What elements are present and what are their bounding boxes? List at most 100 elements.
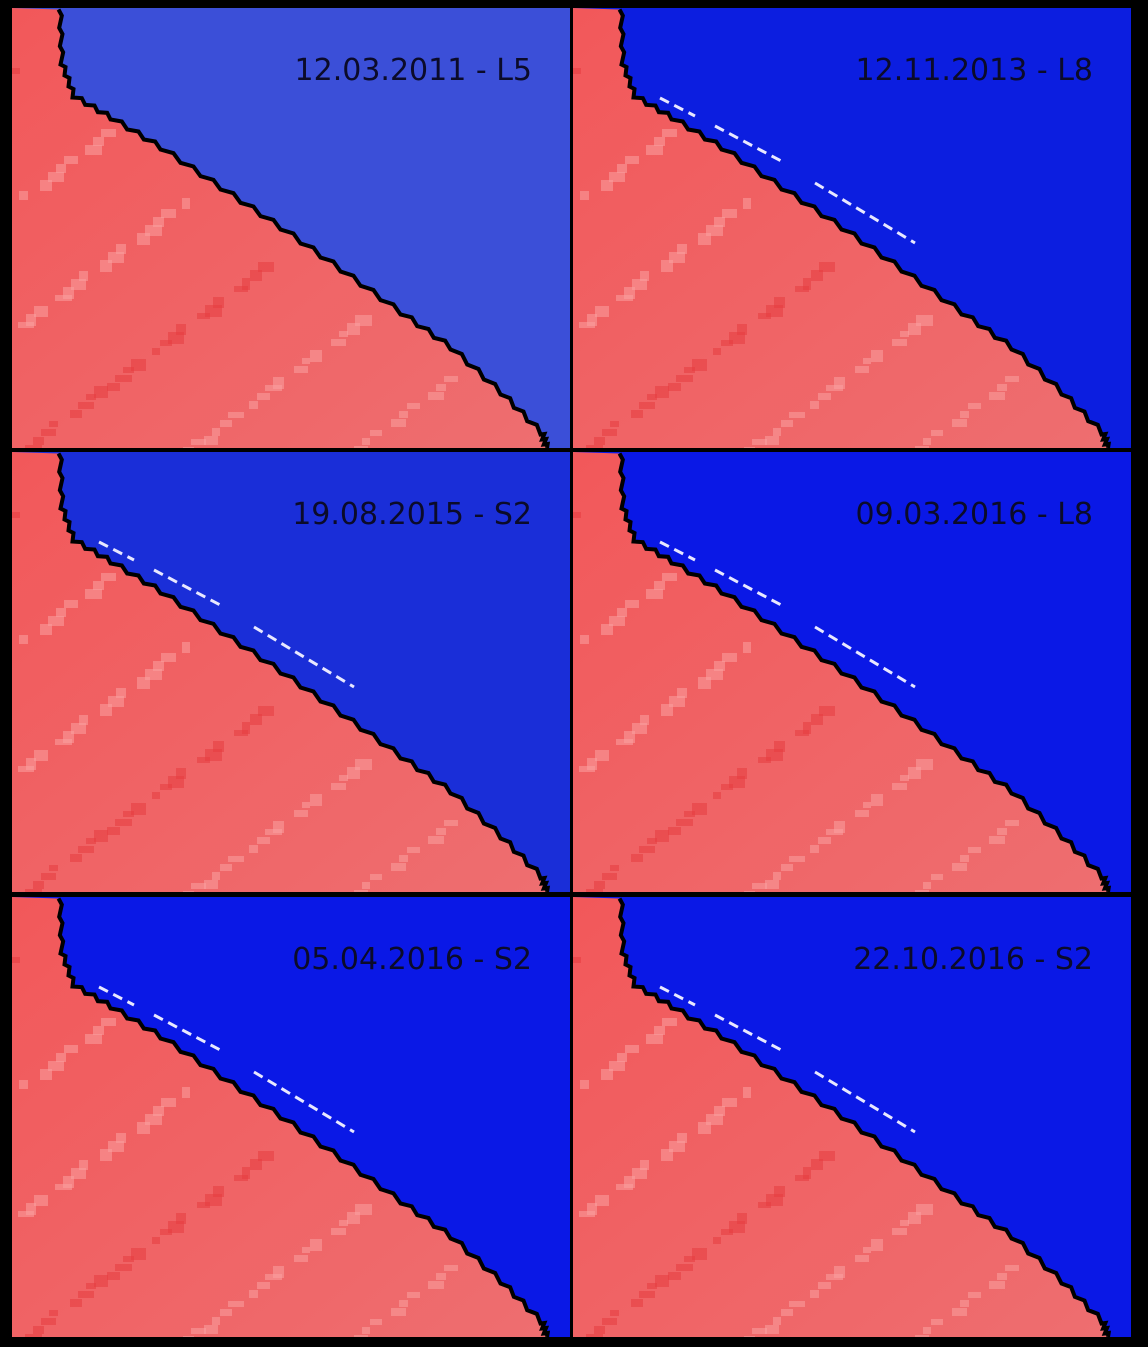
- urban-block: [573, 68, 581, 74]
- urban-block: [1005, 376, 1019, 382]
- urban-block: [64, 1045, 78, 1053]
- urban-block: [257, 1282, 270, 1289]
- urban-block: [391, 419, 406, 427]
- urban-block: [85, 1034, 102, 1044]
- urban-block: [107, 1272, 120, 1280]
- urban-block: [773, 872, 781, 880]
- urban-block: [161, 653, 176, 662]
- urban-block: [743, 1087, 751, 1098]
- urban-block: [183, 447, 194, 448]
- satellite-panel: 12.03.2011 - L5: [12, 8, 570, 448]
- urban-block: [722, 653, 737, 662]
- urban-block: [182, 1087, 190, 1098]
- urban-block: [78, 846, 94, 853]
- urban-block: [436, 828, 446, 835]
- urban-block: [160, 784, 172, 790]
- urban-block: [765, 436, 779, 445]
- urban-block: [594, 881, 605, 889]
- urban-block: [573, 957, 581, 963]
- urban-block: [789, 412, 805, 418]
- urban-block: [810, 401, 819, 409]
- urban-block: [70, 410, 82, 418]
- urban-block: [668, 827, 681, 835]
- urban-block: [758, 313, 771, 319]
- figure: 12.03.2011 - L512.11.2013 - L819.08.2015…: [0, 0, 1148, 1347]
- urban-block: [952, 863, 967, 871]
- urban-block: [602, 1318, 617, 1325]
- urban-block: [331, 783, 346, 790]
- urban-block: [444, 376, 458, 382]
- urban-block: [161, 1098, 176, 1107]
- urban-block: [811, 270, 823, 281]
- urban-block: [602, 873, 617, 880]
- urban-block: [339, 775, 348, 781]
- urban-block: [436, 1273, 446, 1280]
- urban-block: [160, 1229, 172, 1235]
- urban-block: [601, 1069, 613, 1080]
- satellite-panel: 22.10.2016 - S2: [573, 897, 1131, 1337]
- urban-block: [302, 1247, 310, 1253]
- urban-block: [968, 403, 981, 409]
- urban-block: [354, 890, 368, 892]
- urban-block: [722, 209, 737, 218]
- urban-block: [795, 730, 809, 736]
- urban-block: [758, 757, 771, 763]
- urban-block: [915, 446, 929, 448]
- urban-block: [33, 437, 44, 445]
- urban-block: [100, 1149, 112, 1161]
- urban-block: [795, 1175, 809, 1181]
- panel-label: 12.03.2011 - L5: [295, 53, 532, 88]
- urban-block: [863, 358, 871, 364]
- urban-block: [56, 1053, 66, 1062]
- urban-block: [204, 880, 218, 889]
- urban-block: [826, 1274, 843, 1280]
- urban-block: [19, 635, 28, 644]
- urban-block: [55, 739, 72, 745]
- urban-block: [49, 421, 58, 427]
- urban-block: [871, 350, 883, 362]
- urban-block: [85, 589, 102, 599]
- urban-block: [204, 1325, 218, 1334]
- urban-block: [428, 1281, 444, 1289]
- urban-block: [610, 1310, 619, 1316]
- urban-block: [399, 411, 408, 418]
- urban-block: [294, 1255, 308, 1262]
- urban-block: [617, 1053, 627, 1062]
- panel-label: 05.04.2016 - S2: [292, 942, 532, 977]
- urban-block: [407, 403, 420, 409]
- urban-block: [212, 428, 220, 436]
- urban-block: [616, 739, 633, 745]
- urban-block: [968, 1292, 981, 1298]
- urban-block: [639, 1291, 655, 1298]
- urban-block: [310, 794, 322, 806]
- urban-block: [302, 802, 310, 808]
- urban-block: [631, 854, 643, 862]
- urban-block: [900, 775, 909, 781]
- urban-block: [989, 392, 1005, 400]
- urban-block: [781, 864, 793, 871]
- urban-block: [668, 383, 681, 391]
- urban-block: [101, 573, 116, 581]
- urban-block: [655, 830, 669, 842]
- urban-block: [871, 1239, 883, 1251]
- urban-block: [602, 429, 617, 436]
- urban-block: [86, 394, 96, 400]
- urban-block: [610, 865, 619, 871]
- urban-block: [64, 600, 78, 608]
- urban-block: [655, 386, 669, 398]
- urban-block: [107, 383, 120, 391]
- urban-block: [818, 837, 831, 844]
- urban-block: [12, 68, 20, 74]
- urban-block: [265, 385, 282, 391]
- urban-block: [94, 830, 108, 842]
- urban-block: [661, 1149, 673, 1161]
- urban-block: [250, 1159, 262, 1170]
- urban-block: [115, 375, 132, 382]
- urban-block: [743, 642, 751, 653]
- urban-block: [676, 1264, 693, 1271]
- urban-block: [41, 1318, 56, 1325]
- urban-block: [676, 819, 693, 826]
- urban-block: [960, 855, 969, 862]
- urban-block: [183, 891, 194, 892]
- urban-block: [826, 829, 843, 835]
